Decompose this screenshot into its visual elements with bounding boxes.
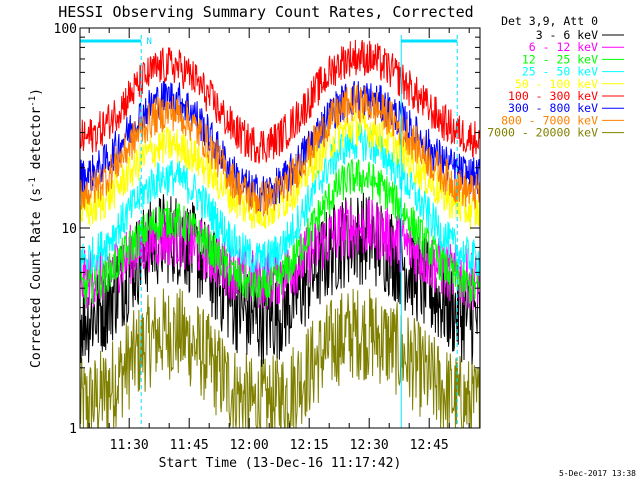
legend-entry: 3 - 6 keV bbox=[536, 28, 598, 42]
y-tick-label: 10 bbox=[61, 222, 77, 237]
plot-series-group bbox=[79, 39, 481, 430]
legend-entry: 100 - 300 keV bbox=[508, 89, 598, 103]
legend-entry: 25 - 50 keV bbox=[522, 65, 598, 79]
x-tick-label: 11:30 bbox=[110, 438, 149, 453]
series-line bbox=[79, 288, 480, 430]
x-axis: 11:30 11:45 12:00 12:15 12:30 12:45 bbox=[88, 28, 470, 453]
x-tick-label: 11:45 bbox=[170, 438, 209, 453]
y-axis: 1 10 100 bbox=[54, 22, 480, 437]
y-axis-label-sup2: -1 bbox=[28, 96, 38, 107]
series-line bbox=[79, 108, 481, 230]
timestamp: 5-Dec-2017 13:38 bbox=[559, 469, 636, 478]
series-line bbox=[79, 158, 481, 307]
legend-entry: 12 - 25 keV bbox=[522, 52, 598, 66]
y-tick-label: 1 bbox=[69, 422, 77, 437]
series-line bbox=[79, 85, 481, 217]
y-axis-label: Corrected Count Rate (s-1 detector-1) bbox=[28, 88, 44, 368]
y-axis-label-sup1: -1 bbox=[28, 177, 38, 188]
legend-header: Det 3,9, Att 0 bbox=[501, 14, 598, 28]
series-line bbox=[79, 39, 481, 164]
x-tick-label: 12:30 bbox=[350, 438, 389, 453]
y-axis-label-end: ) bbox=[29, 88, 44, 96]
x-tick-label: 12:45 bbox=[410, 438, 449, 453]
legend-entry: 800 - 7000 keV bbox=[501, 113, 598, 127]
legend-entry: 7000 - 20000 keV bbox=[487, 126, 598, 140]
x-tick-label: 12:00 bbox=[230, 438, 269, 453]
y-axis-label-mid: detector bbox=[29, 107, 44, 178]
chart-title: HESSI Observing Summary Count Rates, Cor… bbox=[58, 3, 473, 21]
y-tick-label: 100 bbox=[54, 22, 77, 37]
x-tick-label: 12:15 bbox=[290, 438, 329, 453]
x-axis-label: Start Time (13-Dec-16 11:17:42) bbox=[159, 456, 402, 471]
legend-entry: 50 - 100 keV bbox=[515, 77, 598, 91]
series-line bbox=[79, 122, 481, 277]
legend-entry: 6 - 12 keV bbox=[529, 40, 598, 54]
legend-entry: 300 - 800 keV bbox=[508, 101, 598, 115]
n-marker: N bbox=[146, 37, 151, 47]
y-axis-label-main: Corrected Count Rate (s bbox=[29, 188, 44, 368]
